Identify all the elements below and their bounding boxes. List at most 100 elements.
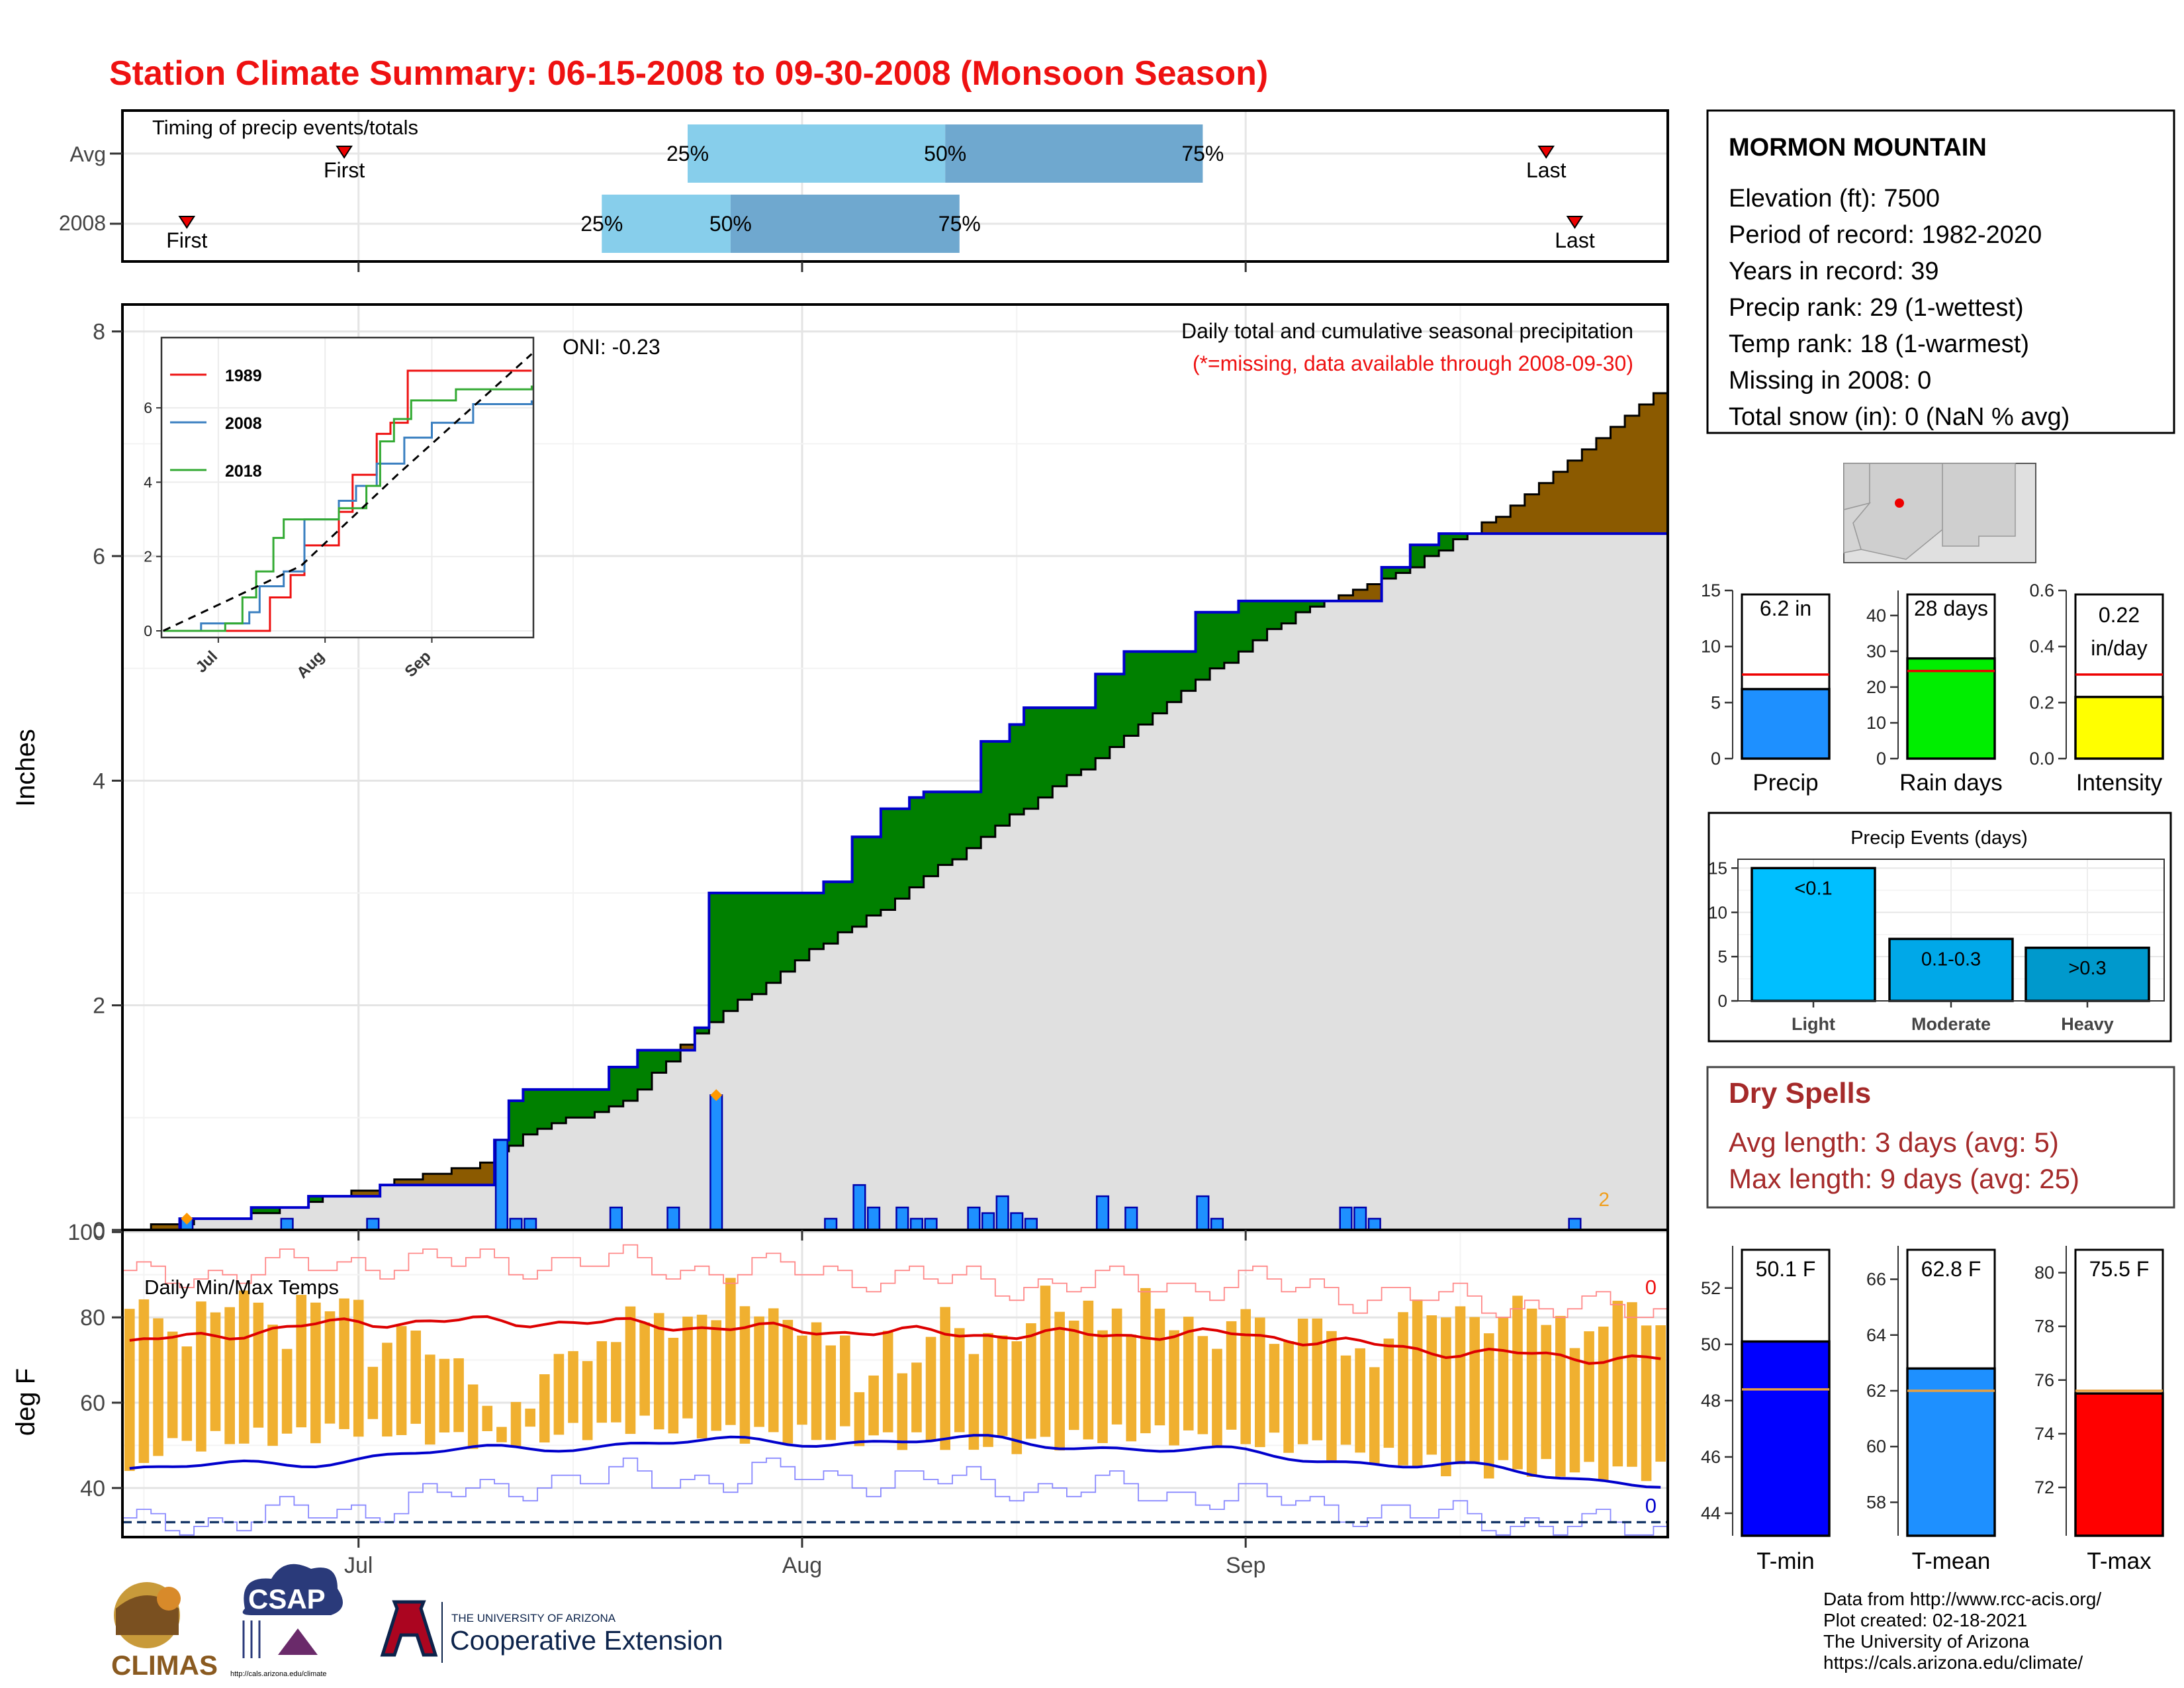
mini-ytick-label: 52 (1701, 1278, 1721, 1298)
station-line: Temp rank: 18 (1-warmest) (1729, 330, 2029, 358)
mini-value-bar (1906, 657, 1996, 760)
daily-precip-bar (1095, 1195, 1110, 1231)
daily-temp-range-bar (196, 1301, 206, 1452)
daily-temp-range-bar (138, 1299, 150, 1464)
daily-temp-range-bar (1312, 1318, 1323, 1440)
daily-precip-bar (609, 1206, 623, 1231)
mini-value-bar (1741, 1340, 1831, 1537)
mini-ytick-label: 76 (2034, 1370, 2054, 1390)
mini-max-outline (1906, 593, 1996, 760)
ua-a-icon (380, 1600, 438, 1657)
avg-max-line (129, 1315, 1661, 1365)
inset-xtick-label: Sep (402, 647, 435, 680)
events-category-label: Heavy (2061, 1014, 2114, 1034)
mini-max-outline (2074, 1248, 2164, 1537)
events-plot-frame (1737, 859, 2165, 1002)
daily-temp-range-bar (882, 1331, 893, 1432)
temp-frame (121, 1229, 1669, 1538)
quartile-bar-25-50 (688, 124, 946, 183)
x-tick-label: Jul (344, 1553, 373, 1578)
daily-temp-range-bar (696, 1315, 707, 1438)
record-min-line (122, 1457, 1668, 1536)
event-marker-icon (1566, 216, 1584, 229)
daily-temp-range-bar (854, 1392, 865, 1446)
record-marker-icon (181, 1213, 193, 1225)
dry-spells-frame (1706, 1066, 2175, 1209)
map-state-new-mexico (1942, 463, 2016, 547)
daily-temp-range-bar (1483, 1333, 1494, 1479)
precip-heading: Daily total and cumulative seasonal prec… (1181, 319, 1633, 343)
legend-label-2018: 2018 (225, 462, 262, 481)
quartile-label: 50% (709, 212, 752, 236)
daily-temp-range-bar (382, 1342, 392, 1437)
daily-temp-range-bar (1226, 1321, 1237, 1430)
deficit-area (680, 1045, 695, 1051)
inset-normal-dashed-line (162, 353, 533, 632)
mini-ytick-label: 0.0 (2029, 749, 2054, 769)
mini-ytick-label: 50 (1701, 1335, 1721, 1354)
deficit-area (1338, 584, 1382, 601)
daily-temp-range-bar (1340, 1355, 1351, 1445)
quartile-label: 75% (938, 212, 981, 236)
daily-temp-range-bar (1054, 1311, 1065, 1451)
temp-ytick-label: 60 (80, 1391, 105, 1416)
mini-ytick-label: 46 (1701, 1447, 1721, 1467)
daily-temp-range-bar (210, 1312, 221, 1431)
mini-category-label: Rain days (1899, 770, 2003, 796)
daily-temp-range-bar (754, 1316, 764, 1427)
daily-temp-range-bar (1412, 1299, 1423, 1466)
mini-ytick-label: 66 (1866, 1270, 1886, 1289)
daily-temp-range-bar (997, 1335, 1008, 1436)
event-marker-label: Last (1555, 228, 1595, 252)
mini-ytick-label: 44 (1701, 1503, 1721, 1523)
mini-max-outline (2074, 593, 2164, 760)
mini-value-label: 62.8 F (1921, 1257, 1981, 1281)
daily-temp-range-bar (1627, 1302, 1637, 1467)
mini-ytick-label: 48 (1701, 1391, 1721, 1411)
footer-line: https://cals.arizona.edu/climate/ (1823, 1652, 2083, 1673)
timing-row-2008: 2008 (59, 211, 106, 235)
mini-ytick-label: 0 (1876, 749, 1886, 769)
daily-temp-range-bar (1255, 1317, 1265, 1448)
precip-ytick-label: 6 (93, 544, 105, 569)
mini-value-label: 50.1 F (1756, 1257, 1816, 1281)
inset-frame (160, 336, 535, 639)
daily-temp-range-bar (940, 1307, 950, 1450)
daily-temp-range-bar (668, 1337, 679, 1434)
precip-ytick-label: 8 (93, 320, 105, 345)
daily-temp-range-bar (1512, 1295, 1523, 1470)
oni-value: ONI: -0.23 (563, 335, 660, 359)
daily-temp-range-bar (1584, 1331, 1594, 1462)
record-marker-icon (710, 1089, 723, 1102)
daily-temp-range-bar (267, 1325, 278, 1446)
mini-max-outline (1741, 593, 1831, 760)
timing-frame (121, 109, 1669, 263)
precip-cumulative-areas (122, 392, 1668, 1231)
daily-temp-range-bar (353, 1299, 364, 1437)
daily-temp-range-bar (1369, 1367, 1380, 1465)
daily-precip-bar (1353, 1206, 1367, 1231)
daily-temp-range-bar (840, 1335, 850, 1427)
footer-line: Plot created: 02-18-2021 (1823, 1610, 2027, 1630)
mini-ytick-label: 0.4 (2029, 637, 2054, 657)
x-axis: Jul Aug Sep (344, 261, 1265, 1578)
daily-temp-range-bar (868, 1375, 879, 1436)
climas-text: CLIMAS (111, 1650, 218, 1681)
daily-temp-range-bar (1212, 1348, 1222, 1448)
daily-precip-bar (666, 1206, 680, 1231)
inset-line-2018 (163, 385, 533, 632)
timing-label: Timing of precip events/totals (152, 116, 418, 139)
summary-bars: 0 5 10 15 6.2 in Precip 0 10 20 30 40 28 days Rain d… (1701, 581, 2172, 796)
mini-ytick-label: 10 (1866, 713, 1886, 733)
daily-temp-range-bar (396, 1326, 407, 1435)
precip-ytick-label: 2 (93, 994, 105, 1019)
precip-ytick-label: 4 (93, 769, 105, 794)
quartile-label: 50% (924, 142, 966, 165)
daily-temp-range-bar (167, 1331, 178, 1438)
mini-category-label: Intensity (2076, 770, 2163, 796)
logos: CLIMAS CSAP http://cals.arizona.edu/clim… (111, 1564, 723, 1681)
precip-y-axis: 0 2 4 6 8 (93, 320, 122, 1243)
daily-precip-bar (924, 1217, 938, 1231)
